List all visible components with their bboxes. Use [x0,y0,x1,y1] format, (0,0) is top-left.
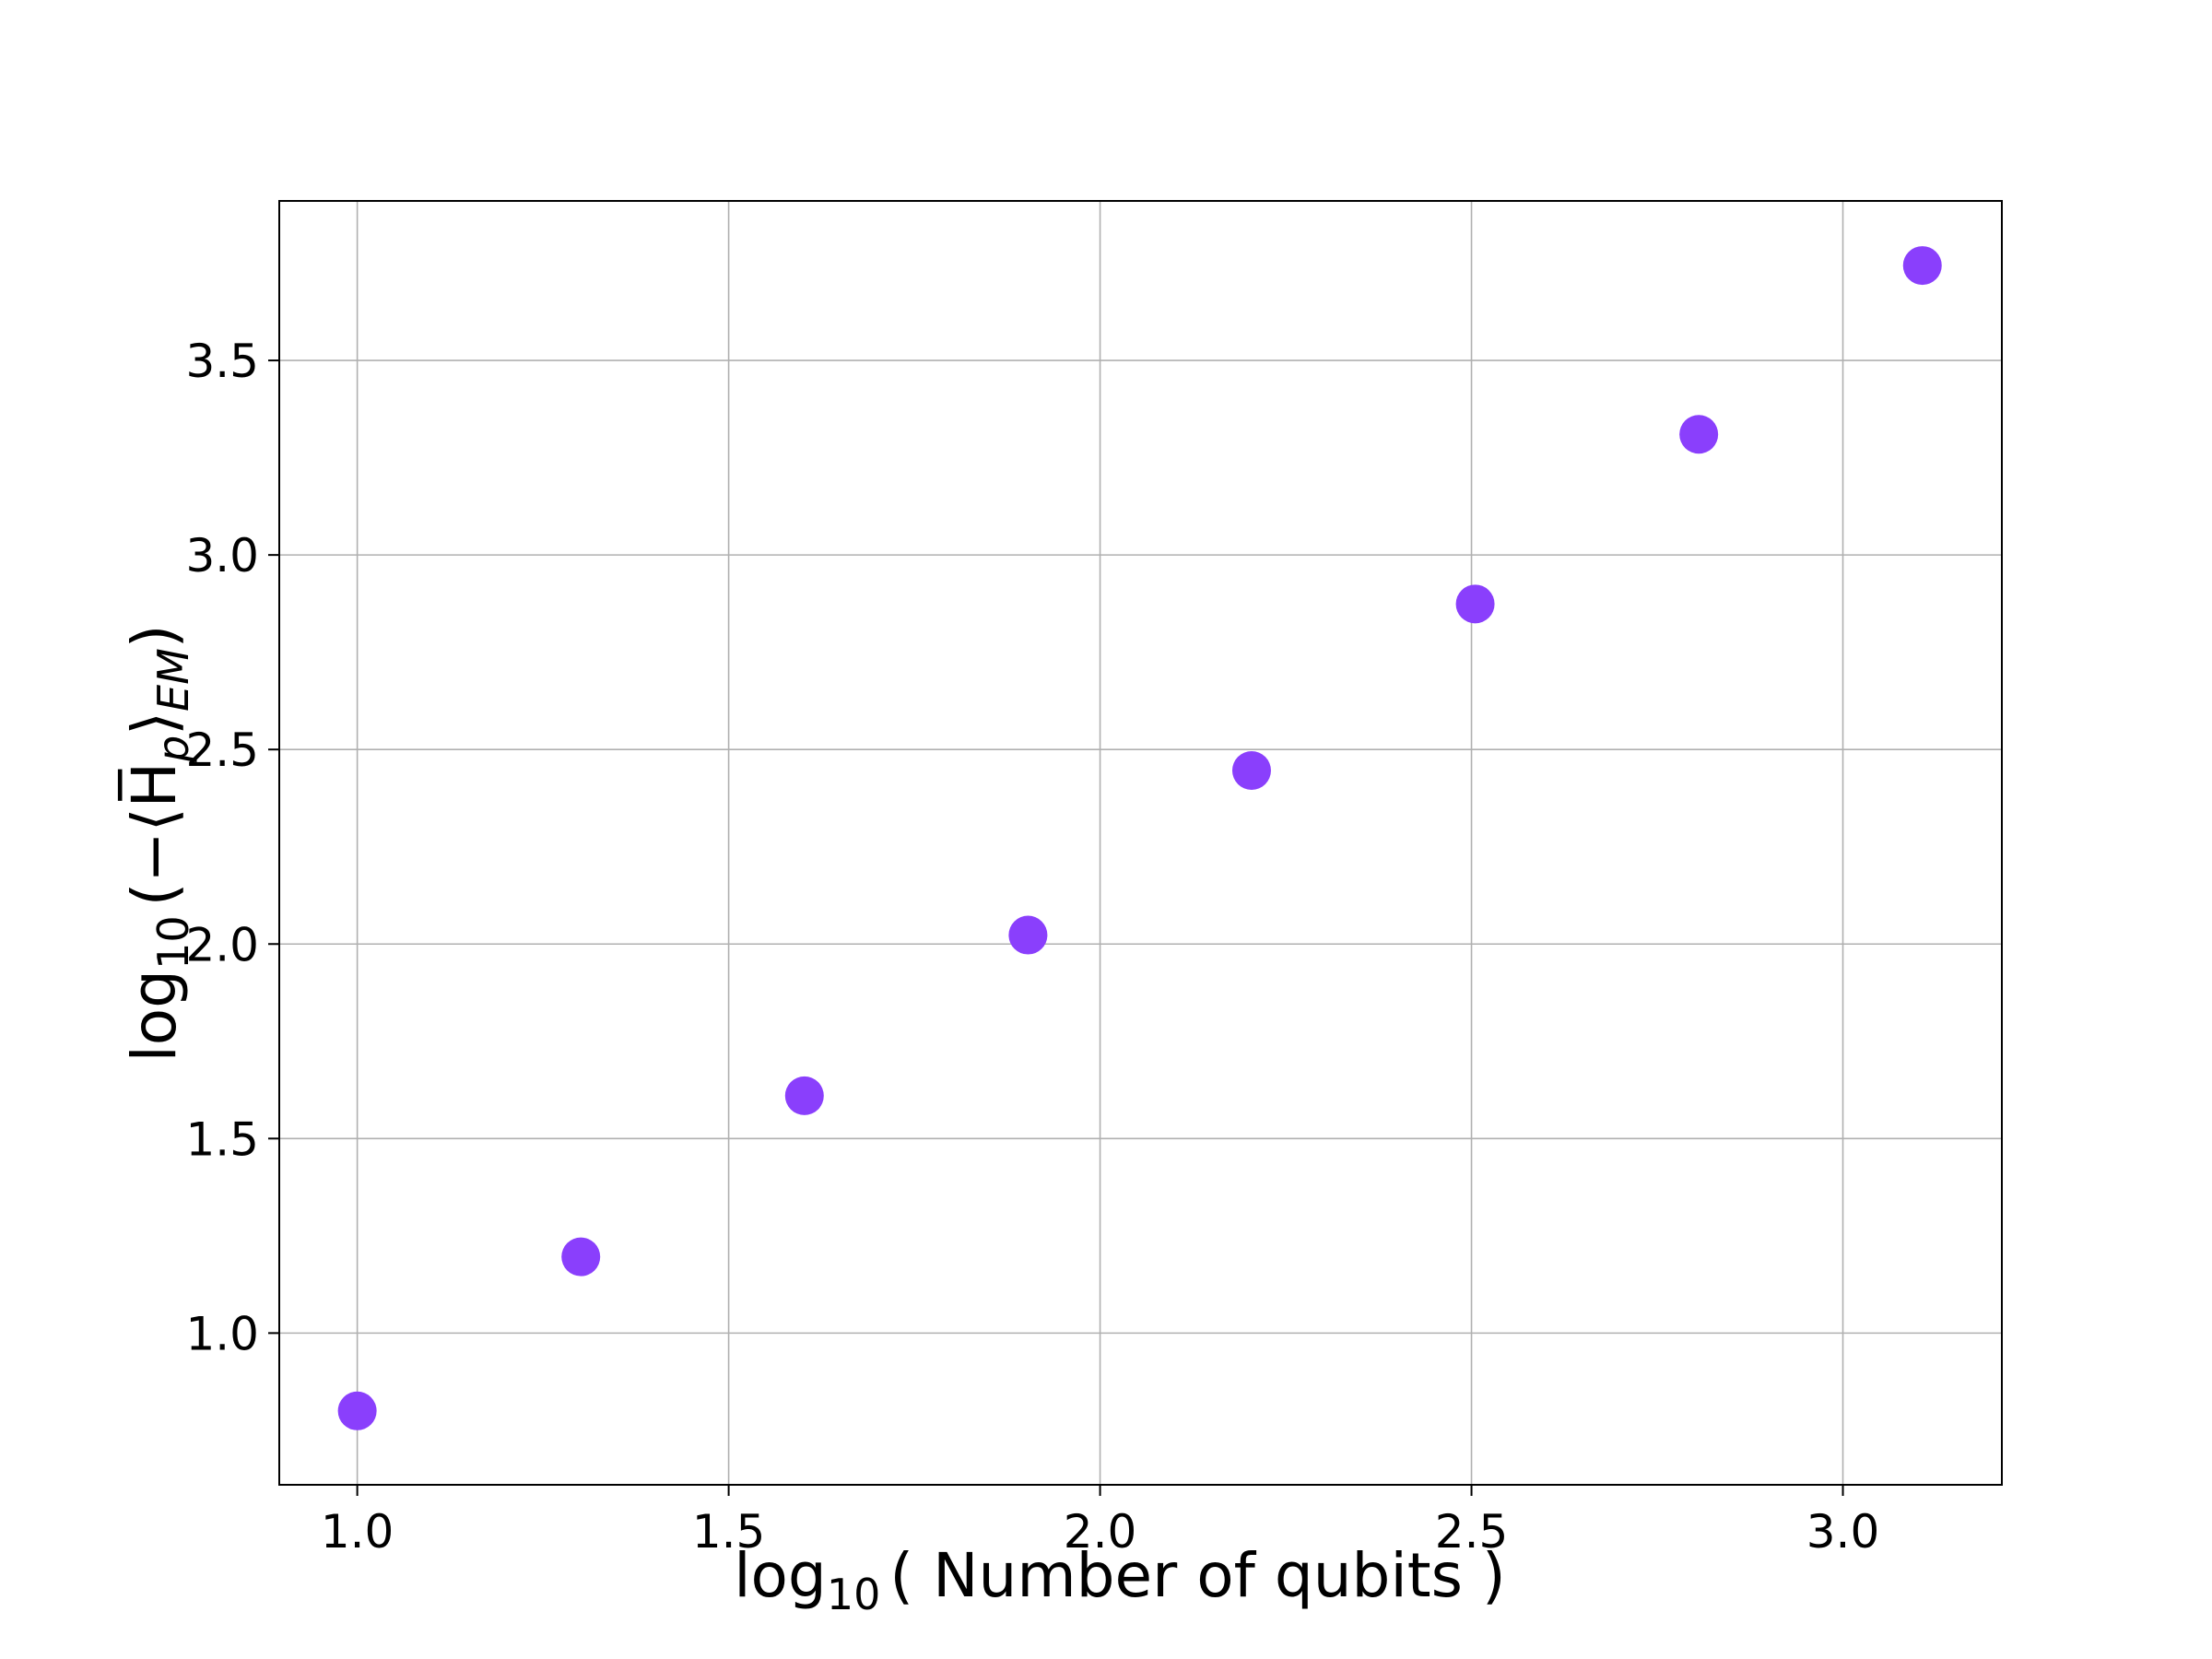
y-axis-label-bracket: ⟩ [119,712,190,735]
y-tick-label: 3.5 [185,335,259,388]
x-tick-label: 1.5 [692,1505,766,1559]
y-tick-label: 1.5 [185,1112,259,1166]
data-point [1455,584,1495,624]
data-point [1902,246,1942,286]
y-tick-label: 3.0 [185,529,259,582]
x-tick-label: 1.0 [321,1505,394,1559]
x-axis-label-log: log [734,1540,827,1611]
data-point [1679,415,1719,454]
plot-frame [278,200,2003,1486]
tick-marks [268,359,1844,1496]
x-tick-label: 2.0 [1064,1505,1137,1559]
x-axis-label: log10( Number of qubits ) [734,1540,1506,1619]
data-point [1231,750,1271,790]
data-point [337,1391,377,1430]
x-tick-label: 2.5 [1435,1505,1509,1559]
y-axis-label-subscript: 10 [148,915,198,970]
x-axis-label-text: ( Number of qubits ) [889,1540,1505,1611]
x-axis-label-subscript: 10 [827,1570,881,1619]
y-axis-label-log: log [119,970,190,1063]
data-point [561,1237,601,1277]
y-axis-label-subscript-p: p [148,735,198,763]
data-point [784,1076,824,1115]
grid-lines [279,201,2002,1485]
y-tick-label: 1.0 [185,1307,259,1360]
data-points [337,246,1942,1430]
tick-labels: 1.0 1.5 2.0 2.5 3.0 1.0 1.5 2.0 2.5 3.0 3.5 [185,335,1879,1559]
y-tick-label: 2.0 [185,918,259,971]
y-tick-label: 2.5 [185,724,259,777]
y-axis-label-subscript-em: EM [148,648,198,712]
y-axis-label: log10 (−⟨H̅p⟩EM) [118,624,198,1062]
x-tick-label: 3.0 [1806,1505,1880,1559]
y-axis-label-close: ) [119,624,190,648]
data-point [1008,915,1048,955]
y-axis-label-expression: (−⟨H̅ [118,762,190,906]
